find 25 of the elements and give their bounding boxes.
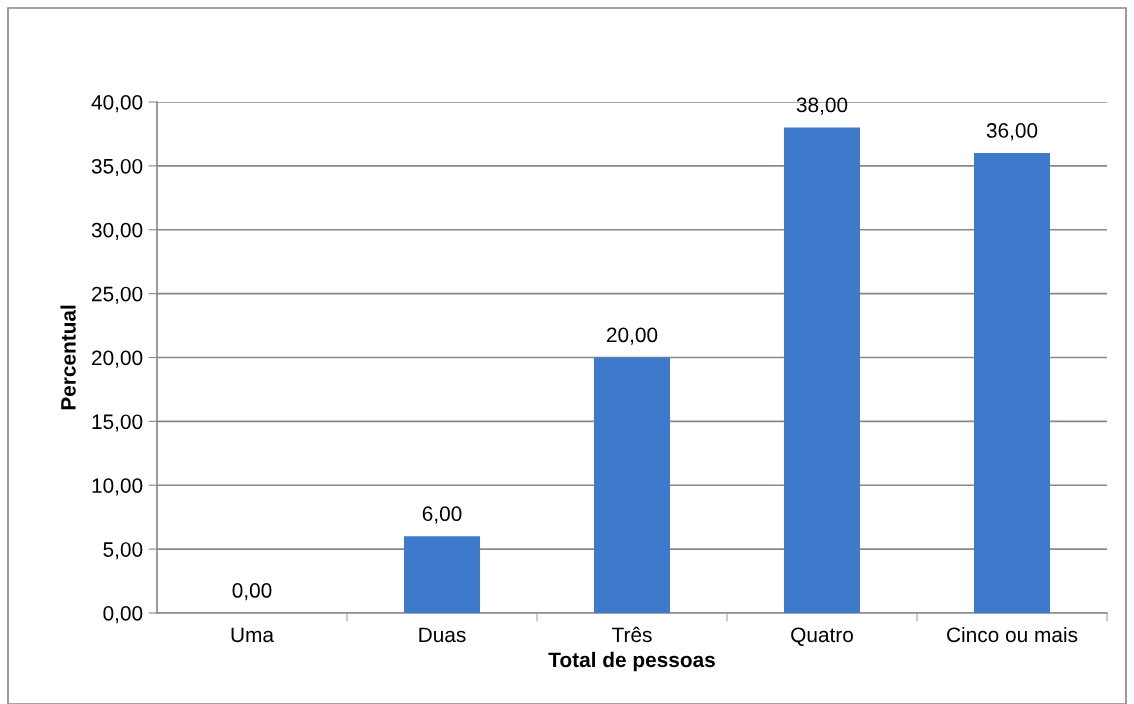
data-label: 38,00	[796, 97, 848, 115]
bar	[594, 357, 670, 613]
y-tick-label: 0,00	[103, 606, 143, 624]
y-tick-label: 15,00	[92, 414, 143, 432]
y-tick-label: 40,00	[91, 95, 143, 113]
x-tick-label: Uma	[231, 627, 274, 643]
data-label: 36,00	[986, 123, 1038, 141]
bar	[784, 127, 860, 613]
x-tick-label: Quatro	[791, 627, 853, 646]
x-axis-title: Total de pessoas	[548, 651, 715, 672]
y-tick-label: 5,00	[103, 542, 143, 560]
data-label: 20,00	[606, 327, 658, 345]
y-tick-label: 25,00	[92, 286, 143, 304]
y-axis-title: Percentual	[60, 305, 76, 410]
x-tick-label: Três	[612, 626, 652, 643]
y-tick-label: 35,00	[91, 158, 143, 177]
bar	[404, 536, 480, 613]
y-tick-label: 20,00	[92, 350, 143, 368]
x-tick-label: Cinco ou mais	[947, 626, 1078, 643]
y-tick-label: 30,00	[91, 222, 143, 240]
bar	[974, 153, 1050, 613]
data-label: 6,00	[422, 506, 462, 524]
x-tick-label: Duas	[419, 627, 466, 643]
y-tick-label: 10,00	[92, 478, 143, 496]
data-label: 0,00	[232, 583, 272, 601]
